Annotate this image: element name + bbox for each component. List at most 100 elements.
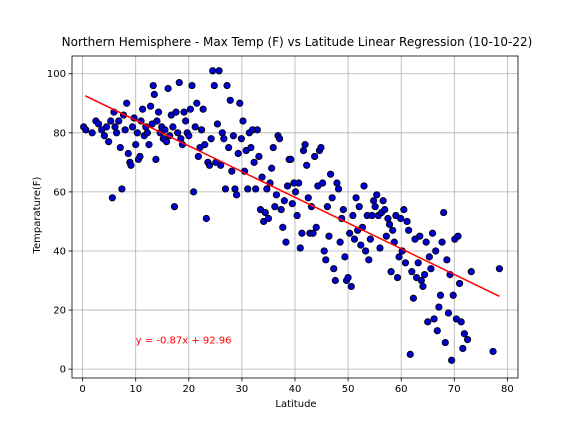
data-point [326,170,335,178]
data-point [323,203,331,211]
data-point [333,179,341,187]
data-point [467,268,475,276]
data-point [362,247,370,255]
data-point [397,214,405,223]
data-point [440,208,448,217]
data-point [435,303,443,311]
data-point [263,185,271,193]
data-point [373,191,381,199]
data-point [108,194,116,202]
data-point [164,84,172,93]
y-axis-label: Temparature(F) [32,176,43,254]
data-point [417,276,425,285]
data-point [258,173,266,181]
data-point [247,143,255,152]
data-point [205,161,214,169]
data-point [287,155,295,163]
data-point [152,155,160,163]
data-point [414,259,422,267]
x-tick-label: 10 [129,384,142,395]
data-point [100,132,108,140]
data-point [319,179,327,187]
x-tick-label: 0 [79,384,85,395]
data-point [229,132,238,140]
data-point [116,143,124,152]
data-point [444,309,453,317]
data-point [253,126,261,134]
x-tick-label: 60 [395,384,408,395]
data-point [226,96,234,104]
data-point [420,271,429,279]
data-point [457,318,465,326]
data-point [336,238,344,246]
data-point [146,102,155,110]
data-point [232,191,241,199]
y-tick-label: 40 [53,246,66,257]
data-point [197,126,206,134]
data-point [82,126,90,134]
x-tick-label: 30 [236,384,249,395]
data-point [389,226,397,234]
data-point [489,347,497,356]
data-point [234,149,242,158]
data-point [379,197,387,205]
data-point [128,123,137,131]
data-point [225,143,233,152]
data-point [395,253,403,261]
data-point [188,81,196,90]
data-point [428,229,437,237]
data-point [107,117,115,125]
data-point [384,214,392,223]
regression-equation-label: y = -0.87x + 92.96 [136,336,232,347]
data-point [330,265,338,273]
data-point [191,123,199,131]
data-point [347,282,355,291]
data-point [299,146,308,155]
data-point [279,223,287,231]
regression-line-group [84,95,500,297]
data-point [419,282,427,291]
data-point [113,129,121,137]
data-point [436,291,445,299]
data-point [250,158,258,166]
data-point [448,356,456,364]
data-point [118,185,126,193]
x-tick-label: 70 [448,384,461,395]
data-point [193,99,201,107]
data-point [186,105,195,113]
data-point [121,126,129,134]
data-point [344,273,352,282]
y-tick-label: 60 [53,187,66,198]
data-point [427,265,435,273]
data-point [449,291,457,299]
x-tick-label: 50 [342,384,355,395]
data-point [88,129,96,137]
data-point [105,138,113,146]
data-point [369,197,378,205]
data-point [268,164,276,172]
data-point [185,132,193,140]
data-point [153,117,161,125]
data-point [432,247,440,255]
data-point [175,78,183,87]
data-point [416,232,424,240]
data-point [328,194,336,202]
data-point [393,273,402,282]
data-point [325,232,333,240]
data-point [322,256,330,264]
data-point [221,185,230,193]
data-point [441,338,449,347]
data-point [123,99,131,107]
data-point [357,241,365,249]
y-tick-label: 20 [53,306,66,317]
data-point [293,211,301,220]
data-point [311,152,319,161]
y-tick-label: 100 [47,69,66,80]
data-point [381,206,389,214]
data-point [207,135,215,143]
x-tick-label: 40 [289,384,302,395]
data-point [291,188,300,196]
data-point [424,318,432,326]
data-point [111,123,119,131]
